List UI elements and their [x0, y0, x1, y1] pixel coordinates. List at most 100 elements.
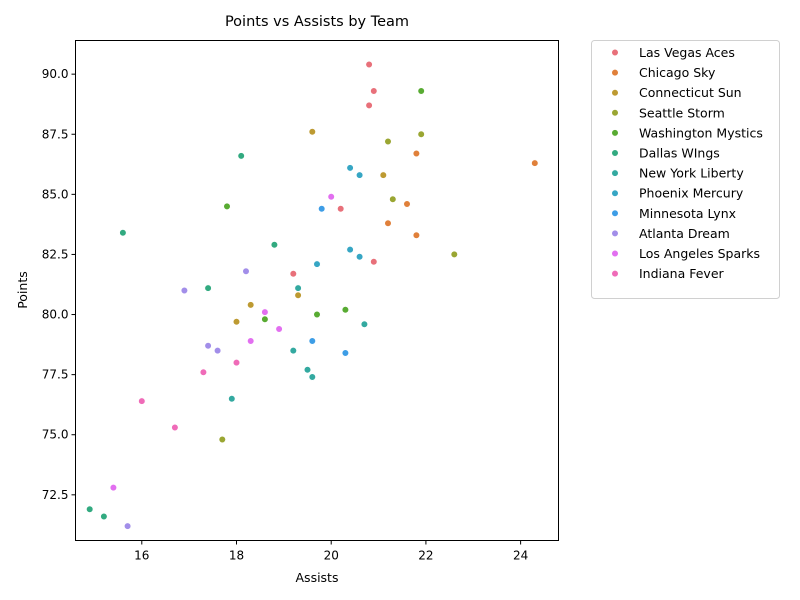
data-point	[313, 260, 321, 268]
data-point	[403, 200, 411, 208]
data-point	[119, 229, 127, 237]
data-point	[270, 241, 279, 249]
data-point	[356, 253, 364, 261]
data-point	[275, 325, 283, 333]
data-point	[356, 171, 364, 179]
data-point	[204, 284, 212, 292]
y-tick-label: 87.5	[42, 127, 69, 141]
data-point	[417, 87, 425, 95]
data-point	[337, 205, 345, 213]
data-point	[450, 250, 458, 258]
data-point	[247, 301, 255, 309]
legend-marker	[611, 89, 619, 97]
data-point	[389, 195, 397, 203]
data-point	[370, 258, 378, 266]
legend-marker	[611, 229, 619, 237]
y-axis-label: Points	[15, 271, 30, 309]
data-point	[261, 315, 269, 323]
data-point	[180, 286, 188, 295]
data-point	[308, 373, 316, 381]
legend: Las Vegas Aces Chicago Sky Connecticut Sun…	[591, 40, 780, 299]
data-point	[308, 128, 316, 136]
legend-marker	[611, 270, 619, 278]
y-tick-label: 85.0	[42, 187, 69, 201]
data-point	[318, 205, 326, 213]
legend-marker	[611, 129, 619, 137]
y-tick-label: 77.5	[42, 368, 69, 382]
data-point	[204, 342, 212, 350]
legend-marker	[611, 149, 619, 157]
data-point	[232, 318, 241, 326]
data-point	[379, 171, 387, 179]
data-point	[242, 267, 250, 275]
data-point	[341, 349, 350, 357]
legend-label: Atlanta Dream	[639, 226, 730, 241]
x-tick-label: 18	[229, 549, 244, 563]
legend-frame	[591, 40, 780, 299]
legend-label: New York Liberty	[639, 166, 744, 181]
data-point	[341, 306, 350, 314]
data-point	[365, 101, 373, 109]
x-tick-label: 24	[513, 549, 528, 563]
data-point	[412, 231, 421, 239]
data-point	[289, 347, 297, 355]
y-tick-label: 75.0	[42, 428, 69, 442]
data-point	[370, 87, 378, 95]
data-point	[327, 193, 335, 201]
legend-label: Phoenix Mercury	[639, 186, 744, 201]
data-point	[412, 149, 421, 158]
data-point	[384, 219, 392, 227]
x-tick-label: 20	[324, 549, 339, 563]
legend-marker	[611, 209, 619, 217]
legend-marker	[611, 189, 619, 197]
legend-label: Seattle Storm	[639, 105, 725, 120]
data-point	[313, 310, 321, 319]
legend-label: Los Angeles Sparks	[639, 246, 760, 261]
data-point	[109, 484, 117, 492]
x-tick-label: 16	[134, 549, 149, 563]
data-points-layer	[86, 60, 539, 530]
data-point	[123, 522, 132, 530]
legend-marker	[611, 48, 619, 57]
data-point	[100, 512, 108, 521]
data-point	[214, 347, 222, 355]
data-point	[228, 395, 236, 403]
data-point	[223, 202, 231, 210]
plot-area-frame	[75, 40, 559, 541]
legend-label: Washington Mystics	[639, 125, 763, 140]
legend-marker	[611, 109, 619, 117]
x-axis-label: Assists	[296, 570, 339, 585]
data-point	[360, 320, 369, 328]
data-point	[199, 368, 207, 376]
data-point	[86, 505, 94, 513]
y-tick-label: 82.5	[42, 247, 69, 261]
data-point	[218, 435, 226, 444]
legend-label: Chicago Sky	[639, 65, 716, 80]
data-point	[247, 337, 255, 345]
legend-marker	[611, 68, 619, 77]
data-point	[303, 366, 312, 374]
data-point	[289, 270, 297, 278]
chart-title: Points vs Assists by Team	[225, 14, 409, 30]
data-point	[417, 130, 425, 138]
legend-marker	[611, 169, 619, 177]
data-point	[232, 359, 241, 367]
data-point	[531, 159, 539, 167]
x-tick-label: 22	[418, 549, 433, 563]
y-tick-label: 90.0	[42, 67, 69, 81]
data-point	[138, 397, 146, 405]
data-point	[346, 246, 354, 254]
data-point	[171, 423, 179, 432]
data-point	[261, 308, 269, 316]
data-point	[384, 137, 392, 146]
axis-ticks-layer: 16 18 20 22 24 72.5 75.0 77.5 80.0 82.5 85.0 87.5 90…	[42, 67, 528, 562]
data-point	[237, 152, 245, 160]
data-point	[346, 164, 354, 172]
legend-marker	[611, 249, 619, 258]
data-point	[294, 291, 302, 299]
data-point	[294, 284, 302, 292]
y-tick-label: 80.0	[42, 308, 69, 322]
data-point	[308, 337, 316, 345]
y-tick-label: 72.5	[42, 488, 69, 502]
